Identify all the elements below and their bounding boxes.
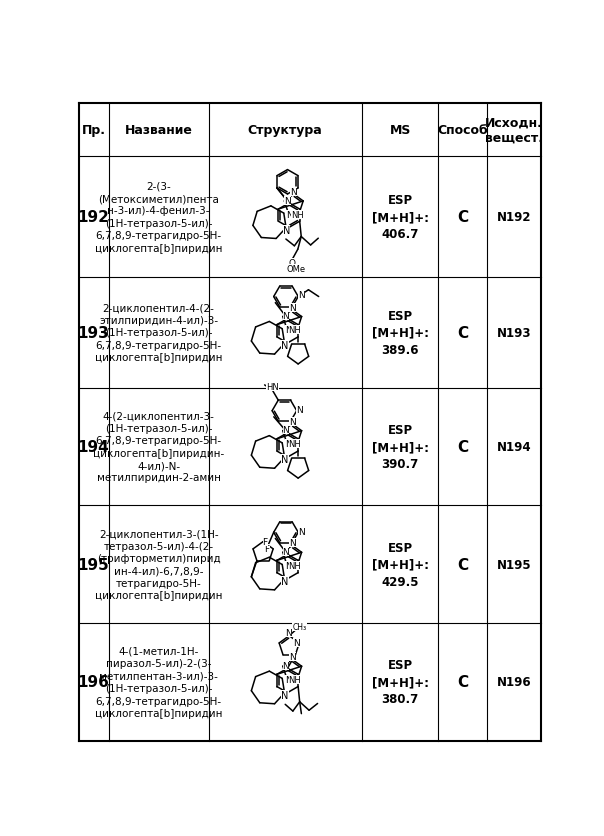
- Text: N193: N193: [496, 326, 531, 339]
- Text: Структура: Структура: [248, 124, 323, 137]
- Text: ESP
[M+H]+:
380.7: ESP [M+H]+: 380.7: [371, 659, 429, 706]
- Text: C: C: [457, 210, 468, 225]
- Text: NH: NH: [289, 675, 301, 684]
- Text: N: N: [289, 417, 295, 426]
- Text: N: N: [285, 562, 292, 570]
- Text: Название: Название: [125, 124, 193, 137]
- Text: OMe: OMe: [286, 265, 306, 274]
- Text: N: N: [281, 690, 289, 700]
- Text: C: C: [457, 675, 468, 690]
- Text: NH: NH: [291, 211, 304, 220]
- Text: N: N: [285, 326, 292, 335]
- Text: N192: N192: [496, 211, 531, 224]
- Text: ESP
[M+H]+:
406.7: ESP [M+H]+: 406.7: [371, 194, 429, 241]
- Text: 195: 195: [78, 557, 109, 572]
- Text: N: N: [289, 303, 295, 312]
- Text: N: N: [297, 406, 303, 415]
- Text: Способ: Способ: [437, 124, 488, 137]
- Text: N: N: [298, 291, 304, 300]
- Text: N: N: [285, 440, 292, 449]
- Text: NH: NH: [289, 440, 301, 449]
- Text: ESP
[M+H]+:
429.5: ESP [M+H]+: 429.5: [371, 541, 429, 588]
- Text: N: N: [281, 341, 289, 351]
- Text: 196: 196: [78, 675, 109, 690]
- Text: C: C: [457, 557, 468, 572]
- Text: N: N: [286, 211, 293, 220]
- Text: NH: NH: [289, 326, 301, 335]
- Text: 193: 193: [78, 325, 109, 340]
- Text: N: N: [298, 528, 304, 537]
- Text: N194: N194: [496, 441, 531, 453]
- Text: 2-циклопентил-4-(2-
этилпиридин-4-ил)-3-
(1Н-тетразол-5-ил)-
6,7,8,9-тетрагидро-: 2-циклопентил-4-(2- этилпиридин-4-ил)-3-…: [95, 303, 222, 363]
- Text: N196: N196: [496, 675, 531, 689]
- Text: N: N: [289, 538, 295, 548]
- Text: 194: 194: [78, 440, 109, 455]
- Text: F: F: [265, 544, 269, 553]
- Text: CH₃: CH₃: [292, 622, 306, 631]
- Text: Исходн.
вещест.: Исходн. вещест.: [485, 116, 543, 145]
- Text: N: N: [284, 196, 291, 206]
- Text: Пр.: Пр.: [82, 124, 106, 137]
- Text: N: N: [283, 312, 289, 321]
- Text: C: C: [457, 325, 468, 340]
- Text: NH: NH: [289, 562, 301, 570]
- Text: HN: HN: [266, 383, 278, 392]
- Text: N: N: [283, 661, 289, 670]
- Text: N195: N195: [496, 558, 531, 571]
- Text: 192: 192: [78, 210, 109, 225]
- Text: N: N: [285, 629, 292, 637]
- Text: N: N: [293, 638, 300, 647]
- Text: ESP
[M+H]+:
389.6: ESP [M+H]+: 389.6: [371, 309, 429, 356]
- Text: 2-(3-
(Метоксиметил)пента
н-3-ил)-4-фенил-3-
(1Н-тетразол-5-ил)-
6,7,8,9-тетраги: 2-(3- (Метоксиметил)пента н-3-ил)-4-фени…: [95, 181, 222, 253]
- Text: 4-(1-метил-1Н-
пиразол-5-ил)-2-(3-
метилпентан-3-ил)-3-
(1Н-тетразол-5-ил)-
6,7,: 4-(1-метил-1Н- пиразол-5-ил)-2-(3- метил…: [95, 646, 222, 718]
- Text: N: N: [281, 455, 289, 465]
- Text: O: O: [288, 259, 295, 268]
- Text: N: N: [291, 188, 297, 196]
- Text: N: N: [283, 226, 291, 236]
- Text: C: C: [457, 440, 468, 455]
- Text: ESP
[M+H]+:
390.7: ESP [M+H]+: 390.7: [371, 424, 429, 471]
- Text: 4-(2-циклопентил-3-
(1Н-тетразол-5-ил)-
6,7,8,9-тетрагидро-5Н-
циклогепта[b]пири: 4-(2-циклопентил-3- (1Н-тетразол-5-ил)- …: [93, 411, 224, 483]
- Text: F: F: [263, 538, 268, 547]
- Text: 2-циклопентил-3-(1Н-
тетразол-5-ил)-4-(2-
(трифторметил)пирид
ин-4-ил)-6,7,8,9-
: 2-циклопентил-3-(1Н- тетразол-5-ил)-4-(2…: [95, 528, 222, 600]
- Text: N: N: [285, 675, 292, 684]
- Text: N: N: [283, 548, 289, 557]
- Text: N: N: [281, 576, 289, 586]
- Text: N: N: [283, 426, 289, 435]
- Text: MS: MS: [390, 124, 411, 137]
- Text: N: N: [289, 652, 295, 661]
